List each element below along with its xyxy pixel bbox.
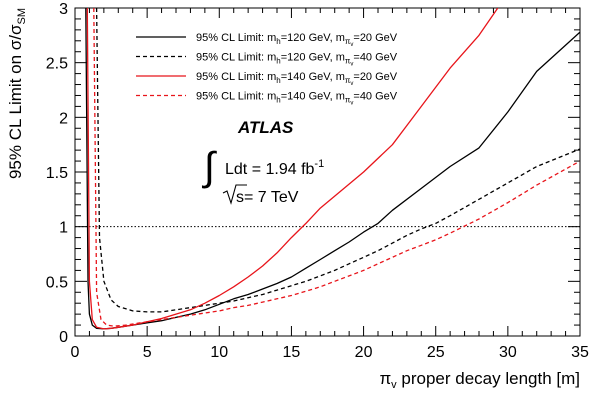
x-axis-title-sub: v — [391, 379, 397, 391]
luminosity-exponent: -1 — [314, 158, 324, 170]
energy-value: s= 7 TeV — [236, 189, 299, 206]
x-axis-title: πv proper decay length [m] — [379, 369, 580, 391]
y-tick-label: 2.5 — [46, 56, 68, 73]
integral-sign: ∫ — [202, 145, 218, 189]
x-tick-label: 20 — [355, 344, 373, 361]
legend-label-4: 95% CL Limit: mh=140 GeV, mπv=40 GeV — [196, 91, 398, 107]
y-axis-title-sub: SM — [16, 8, 28, 25]
x-tick-label: 5 — [143, 344, 152, 361]
y-tick-label: 0 — [59, 329, 68, 346]
x-tick-label: 0 — [71, 344, 80, 361]
series-group — [85, 8, 580, 330]
y-axis-title-main: 95% CL Limit on σ/σ — [6, 24, 25, 179]
x-tick-label: 30 — [499, 344, 517, 361]
tick-labels: 0 5 10 15 20 25 30 35 0 0.5 1 1.5 2 2.5 3 — [46, 1, 589, 361]
legend-label-1: 95% CL Limit: mh=120 GeV, mπv=20 GeV — [196, 32, 398, 48]
luminosity-value: Ldt = 1.94 fb — [225, 161, 315, 178]
series-line-4 — [93, 8, 580, 327]
x-tick-label: 35 — [571, 344, 589, 361]
y-tick-label: 1 — [59, 220, 68, 237]
x-tick-label: 15 — [283, 344, 301, 361]
series-line-3 — [86, 8, 499, 330]
y-tick-label: 0.5 — [46, 274, 68, 291]
x-tick-label: 10 — [210, 344, 228, 361]
energy-label: s= 7 TeV — [222, 184, 299, 206]
legend-label-3: 95% CL Limit: mh=140 GeV, mπv=20 GeV — [196, 71, 398, 87]
luminosity-label: Ldt = 1.94 fb-1 — [225, 158, 324, 178]
sqrt-sign-icon — [222, 184, 247, 205]
x-tick-label: 25 — [427, 344, 445, 361]
atlas-label: ATLAS — [237, 118, 294, 137]
legend: 95% CL Limit: mh=120 GeV, mπv=20 GeV 95% … — [136, 32, 398, 107]
y-tick-label: 3 — [59, 1, 68, 18]
y-tick-label: 1.5 — [46, 165, 68, 182]
x-axis-title-symbol: π — [379, 369, 391, 388]
x-axis-title-rest: proper decay length [m] — [397, 369, 580, 388]
ticks-group — [74, 7, 581, 337]
y-tick-label: 2 — [59, 110, 68, 127]
legend-label-2: 95% CL Limit: mh=120 GeV, mπv=40 GeV — [196, 52, 398, 68]
y-axis-title: 95% CL Limit on σ/σSM — [6, 8, 28, 179]
series-line-2 — [95, 8, 580, 313]
